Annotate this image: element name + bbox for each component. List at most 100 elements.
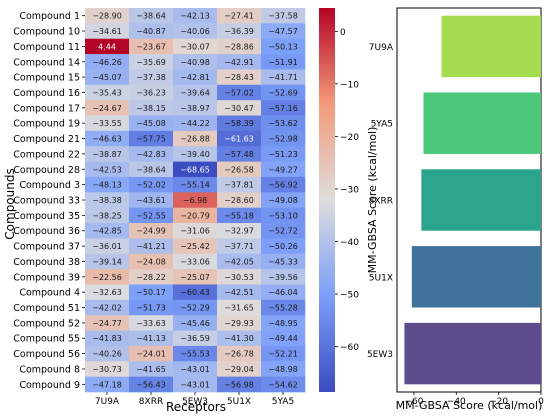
heatmap-row-label: Compound 19	[13, 119, 80, 130]
heatmap-cell-value: −33.06	[180, 257, 210, 266]
heatmap-cell-value: −42.05	[224, 257, 254, 266]
heatmap-row-label: Compound 3	[19, 180, 80, 191]
heatmap-cell-value: −43.01	[180, 365, 210, 374]
bar	[423, 92, 541, 154]
bar-x-tick-label: −20	[489, 397, 508, 407]
heatmap-cell	[217, 161, 262, 178]
heatmap-cell-value: −49.27	[268, 165, 298, 174]
heatmap-cell	[261, 345, 306, 362]
heatmap-row-label: Compound 56	[13, 349, 80, 360]
heatmap-cell	[217, 238, 262, 255]
heatmap-cell-value: −48.98	[268, 365, 298, 374]
heatmap-cell	[261, 192, 306, 208]
heatmap-y-axis-label: Compounds	[3, 168, 17, 239]
heatmap-cell-value: −61.63	[224, 135, 254, 144]
heatmap-cell	[173, 207, 218, 224]
heatmap-cell-value: −45.46	[180, 319, 210, 328]
heatmap-cell	[173, 315, 218, 331]
heatmap-cell	[85, 8, 130, 24]
heatmap-cell	[85, 38, 130, 55]
heatmap-cell-value: −42.02	[92, 304, 122, 313]
heatmap-cell	[85, 23, 130, 40]
heatmap-cell	[261, 54, 306, 70]
heatmap-row-label: Compound 16	[13, 88, 80, 99]
heatmap-cell	[261, 269, 306, 285]
bar-category-label: 8XRR	[369, 197, 393, 207]
heatmap-cell-value: −50.26	[268, 242, 298, 251]
heatmap-cell	[129, 84, 174, 101]
heatmap-cell	[261, 330, 306, 347]
heatmap-cell-value: −41.13	[136, 334, 166, 343]
heatmap-cell	[85, 223, 130, 239]
heatmap-cell-value: −41.83	[92, 334, 122, 343]
colorbar-ticks: 0 −10 −20 −30 −40 −50 −60	[335, 28, 359, 353]
heatmap-cell	[261, 130, 306, 147]
heatmap-cell	[217, 223, 262, 239]
heatmap-cell-value: −51.91	[268, 58, 298, 67]
heatmap-column-label: 5U1X	[227, 397, 251, 407]
heatmap-cell	[173, 253, 218, 270]
heatmap-cell-value: −24.67	[92, 104, 122, 113]
heatmap-cell-value: −43.01	[180, 380, 210, 389]
heatmap-column-label: 8XRR	[139, 397, 163, 407]
heatmap-cell	[217, 269, 262, 285]
heatmap-row-label: Compound 9	[19, 380, 80, 391]
heatmap-cell-value: −28.90	[92, 12, 122, 21]
heatmap-cell	[85, 269, 130, 285]
heatmap-cell-value: −38.25	[92, 211, 122, 220]
heatmap-cell-value: −42.51	[224, 288, 254, 297]
heatmap-cell-value: −53.10	[268, 211, 298, 220]
heatmap-cell	[217, 284, 262, 301]
heatmap-cell	[173, 100, 218, 116]
heatmap-cell	[129, 115, 174, 132]
heatmap-cell	[261, 146, 306, 162]
heatmap-cell-value: −60.43	[180, 288, 210, 297]
heatmap-cell-value: −28.43	[224, 73, 254, 82]
heatmap-cell-value: −26.58	[224, 165, 254, 174]
heatmap-cell	[217, 207, 262, 224]
heatmap-row-label: Compound 51	[13, 303, 80, 314]
heatmap-cell	[261, 69, 306, 86]
colorbar-label: MM-GBSA Score (kcal/mol)	[366, 127, 379, 274]
heatmap-cell	[217, 330, 262, 347]
colorbar-tick-label: −50	[340, 291, 359, 301]
heatmap-cell-value: −27.41	[224, 12, 254, 21]
heatmap-cell-value: −40.26	[92, 350, 122, 359]
heatmap-cell-value: −58.39	[224, 119, 254, 128]
heatmap-cell-value: −41.71	[268, 73, 298, 82]
heatmap-row-label: Compound 28	[13, 165, 80, 176]
heatmap-cell	[261, 100, 306, 116]
heatmap-cell-value: −51.23	[268, 150, 298, 159]
heatmap-row-label: Compound 10	[13, 27, 80, 38]
colorbar-gradient	[319, 8, 335, 392]
heatmap-cell	[85, 207, 130, 224]
heatmap-cell	[217, 299, 262, 316]
heatmap-cell	[217, 69, 262, 86]
heatmap-cell-value: −24.08	[136, 257, 166, 266]
bar	[441, 15, 541, 78]
heatmap-cell	[129, 269, 174, 285]
heatmap-cell	[85, 330, 130, 347]
heatmap-cell	[129, 299, 174, 316]
heatmap-cell	[217, 130, 262, 147]
heatmap-cell	[261, 238, 306, 255]
heatmap-cell-value: −41.21	[136, 242, 166, 251]
heatmap-cell-value: −36.39	[224, 27, 254, 36]
heatmap-cell	[173, 176, 218, 193]
heatmap-row-label: Compound 36	[13, 226, 80, 237]
heatmap-cell	[85, 69, 130, 86]
heatmap-cell	[261, 8, 306, 24]
heatmap-cell	[129, 207, 174, 224]
heatmap-cell	[173, 84, 218, 101]
heatmap-cell	[217, 84, 262, 101]
heatmap-cell-value: −28.22	[136, 273, 166, 282]
heatmap-cell	[85, 161, 130, 178]
heatmap-cell-value: −38.38	[92, 196, 122, 205]
heatmap-cell	[261, 84, 306, 101]
heatmap-cell-value: −22.56	[92, 273, 122, 282]
heatmap-cell	[129, 192, 174, 208]
bar-chart-x-ticks: −60 −40 −20 0	[404, 392, 544, 407]
heatmap-cell-value: −52.29	[180, 304, 210, 313]
heatmap-cell	[217, 376, 262, 393]
heatmap-cell	[129, 361, 174, 377]
